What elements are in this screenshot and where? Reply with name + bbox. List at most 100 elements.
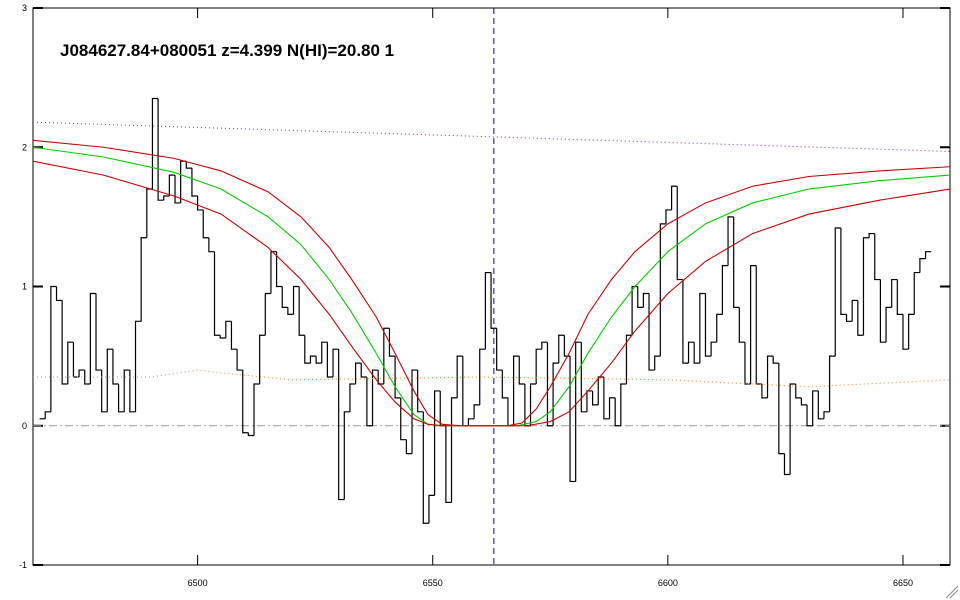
flux-bin: [479, 348, 486, 405]
flux-bin: [642, 292, 650, 308]
flux-bin: [61, 300, 68, 385]
flux-bin: [321, 341, 328, 364]
flux-bin: [134, 320, 142, 412]
flux-bin: [671, 185, 678, 210]
flux-bin: [908, 313, 915, 350]
flux-bin: [236, 349, 243, 371]
flux-bin: [766, 355, 774, 398]
flux-bin: [704, 293, 712, 357]
flux-bin: [496, 328, 503, 371]
flux-bin: [264, 292, 271, 336]
x-tick-label: 6650: [893, 578, 913, 588]
flux-bin: [456, 355, 463, 398]
flux-bin: [868, 232, 875, 238]
flux-bin: [89, 292, 97, 384]
flux-bin: [360, 363, 367, 378]
flux-bin: [95, 293, 102, 371]
flux-bin: [733, 216, 740, 308]
flux-bin: [259, 334, 266, 384]
flux-bin: [242, 370, 249, 434]
flux-bin: [546, 342, 554, 427]
flux-bin: [834, 227, 841, 357]
flux-bin: [857, 300, 864, 336]
flux-bin: [817, 390, 824, 420]
flux-bin: [117, 383, 125, 413]
flux-bin: [298, 286, 305, 336]
flux-bin: [896, 279, 903, 315]
flux-bin: [106, 348, 113, 412]
flux-bin: [659, 223, 666, 357]
flux-bin: [738, 307, 745, 343]
flux-bin: [196, 195, 204, 211]
flux-bin: [247, 432, 255, 437]
model-curve: [32, 160, 951, 427]
flux-bin: [654, 355, 661, 371]
flux-bin: [699, 292, 706, 364]
flux-bin: [338, 349, 345, 501]
flux-bin: [400, 397, 407, 441]
flux-bin: [608, 397, 616, 419]
flux-bin: [682, 279, 689, 364]
y-tick-label: 3: [22, 3, 27, 13]
flux-bin: [388, 328, 396, 357]
flux-bin: [665, 209, 672, 224]
flux-bin: [727, 216, 734, 266]
flux-bin: [157, 98, 164, 201]
flux-bin: [202, 209, 209, 239]
flux-bin: [287, 307, 294, 315]
x-tick-label: 6500: [188, 578, 208, 588]
dotted-curve: [32, 121, 951, 152]
flux-bin: [140, 237, 147, 322]
flux-bin: [535, 348, 542, 384]
flux-bin: [620, 383, 627, 426]
flux-bin: [405, 439, 413, 455]
flux-bin: [637, 286, 644, 308]
flux-bin: [422, 411, 429, 524]
flux-bin: [513, 355, 520, 426]
resize-grip: [945, 585, 959, 599]
flux-bin: [112, 349, 119, 385]
flux-bin: [163, 195, 170, 201]
flux-bin: [687, 341, 695, 364]
flux-bin: [693, 342, 700, 364]
flux-bin: [750, 265, 757, 384]
flux-bin: [829, 355, 836, 412]
flux-bin: [332, 348, 339, 378]
flux-bin: [778, 363, 785, 455]
flux-bin: [101, 370, 108, 413]
flux-bin: [168, 174, 176, 196]
flux-bin: [518, 356, 525, 385]
flux-bin: [484, 271, 492, 350]
flux-bin: [795, 383, 802, 399]
flux-bin: [78, 369, 85, 378]
flux-bin: [772, 356, 779, 364]
flux-bin: [879, 279, 887, 343]
flux-bin: [450, 397, 458, 503]
flux-bin: [597, 376, 604, 405]
flux-bin: [631, 285, 638, 336]
flux-bin: [851, 299, 858, 322]
flux-bin: [377, 370, 384, 385]
flux-bin: [473, 404, 480, 419]
flux-bin: [417, 370, 424, 413]
flux-bin: [919, 258, 926, 273]
flux-bin: [354, 362, 362, 384]
flux-bin: [44, 411, 51, 419]
flux-bin: [885, 306, 892, 343]
flux-bin: [84, 370, 91, 385]
flux-bin: [174, 175, 181, 204]
flux-bin: [710, 341, 717, 357]
x-tick-label: 6600: [658, 578, 678, 588]
flux-bin: [490, 272, 497, 329]
flux-bin: [343, 411, 350, 500]
flux-bin: [50, 285, 57, 412]
flux-bin: [129, 370, 136, 413]
flux-bin: [191, 168, 198, 197]
y-tick-label: 0: [22, 421, 27, 431]
flux-bin: [761, 383, 768, 399]
chart-title: J084627.84+080051 z=4.399 N(HI)=20.80 1: [60, 41, 394, 60]
flux-bin: [800, 397, 808, 406]
flux-bin: [823, 411, 830, 419]
